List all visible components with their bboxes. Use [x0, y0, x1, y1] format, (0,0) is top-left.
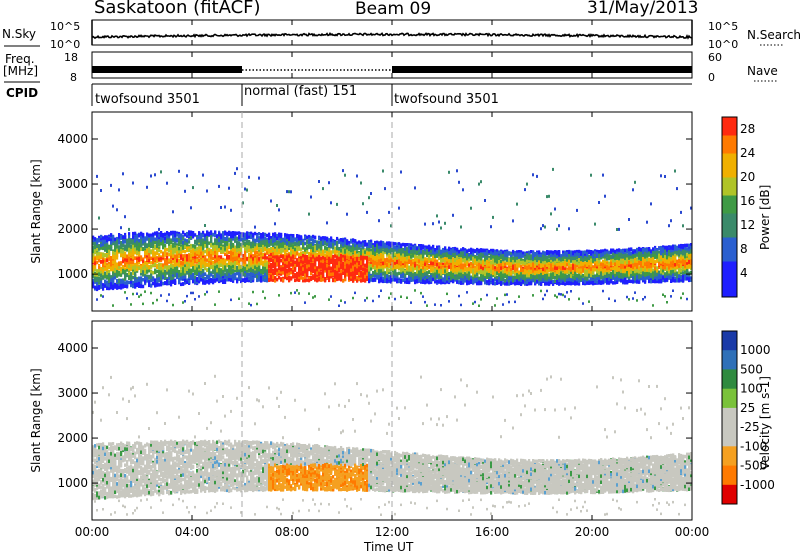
- cpid-strip: [91, 83, 692, 106]
- velocity-colorbar-tick: -25: [740, 420, 760, 434]
- freq-unit-label: [MHz]: [3, 64, 38, 78]
- station-title: Saskatoon (fitACF): [94, 0, 261, 18]
- nave-tick-low: 0: [708, 71, 715, 84]
- y-tick-label: 3000: [57, 177, 88, 191]
- freq-band-3: [392, 66, 692, 73]
- y-tick-label: 1000: [57, 476, 88, 490]
- power-colorbar-tick: 12: [740, 218, 755, 232]
- velocity-colorbar-tick: -500: [740, 459, 767, 473]
- velocity-colorbar-tick: 1000: [740, 343, 771, 357]
- date-title: 31/May/2013: [587, 0, 699, 18]
- freq-tick-high: 18: [64, 51, 78, 64]
- x-tick-label: 00:00: [75, 525, 110, 539]
- power-colorbar-tick: 16: [740, 194, 755, 208]
- velocity-colorbar-tick: 25: [740, 401, 755, 415]
- beam-title: Beam 09: [355, 0, 431, 19]
- freq-tick-low: 8: [70, 71, 77, 84]
- power-colorbar-label: Power [dB]: [758, 185, 772, 250]
- power-colorbar-tick: 28: [740, 122, 755, 136]
- freq-band-1: [92, 66, 242, 73]
- nsearch-tick-low: 10^0: [708, 38, 738, 51]
- nsky-tick-high: 10^5: [50, 20, 80, 33]
- cpid-mode-2: normal (fast) 151: [244, 84, 357, 99]
- cpid-mode-3: twofsound 3501: [394, 92, 499, 107]
- nsearch-tick-high: 10^5: [708, 20, 738, 33]
- velocity-colorbar-tick: -100: [740, 439, 767, 453]
- velocity-colorbar-tick: 100: [740, 382, 763, 396]
- cpid-mode-1: twofsound 3501: [95, 92, 200, 107]
- power-panel: 1000 2000 3000 4000 Slant Range [km]: [29, 111, 693, 312]
- y-axis-label: Slant Range [km]: [29, 368, 43, 472]
- power-colorbar-tick: 24: [740, 146, 755, 160]
- velocity-colorbar-label: Velocity [m s-1]: [758, 376, 772, 470]
- velocity-colorbar: 1000 500 100 25 -25 -100 -500 -1000: [721, 330, 775, 505]
- power-colorbar-tick: 20: [740, 170, 755, 184]
- nsky-tick-low: 10^0: [50, 38, 80, 51]
- power-colorbar: 4 8 12 16 20 24 28: [721, 116, 755, 298]
- y-tick-label: 3000: [57, 386, 88, 400]
- nsky-label: N.Sky: [2, 27, 36, 41]
- x-tick-label: 12:00: [375, 525, 410, 539]
- nsky-line: [91, 32, 693, 40]
- x-tick-label: 16:00: [475, 525, 510, 539]
- power-colorbar-tick: 8: [740, 242, 748, 256]
- velocity-colorbar-tick: 500: [740, 362, 763, 376]
- velocity-colorbar-tick: -1000: [740, 478, 775, 492]
- power-colorbar-tick: 4: [740, 266, 748, 280]
- y-tick-label: 2000: [57, 431, 88, 445]
- x-tick-label: 08:00: [275, 525, 310, 539]
- velocity-panel: 1000 2000 3000 4000 Slant Range [km]: [29, 320, 693, 521]
- nave-label: Nave: [747, 64, 778, 78]
- x-tick-label: 04:00: [175, 525, 210, 539]
- nave-tick-high: 60: [708, 51, 722, 64]
- nsearch-label: N.Search: [747, 28, 800, 42]
- x-tick-label: 20:00: [575, 525, 610, 539]
- y-tick-label: 2000: [57, 222, 88, 236]
- y-tick-label: 4000: [57, 341, 88, 355]
- freq-label: Freq.: [5, 52, 35, 66]
- cpid-label: CPID: [6, 86, 38, 100]
- x-axis-title: Time UT: [364, 540, 413, 554]
- x-tick-label: 00:00: [675, 525, 710, 539]
- y-tick-label: 1000: [57, 267, 88, 281]
- y-axis-label: Slant Range [km]: [29, 159, 43, 263]
- y-tick-label: 4000: [57, 132, 88, 146]
